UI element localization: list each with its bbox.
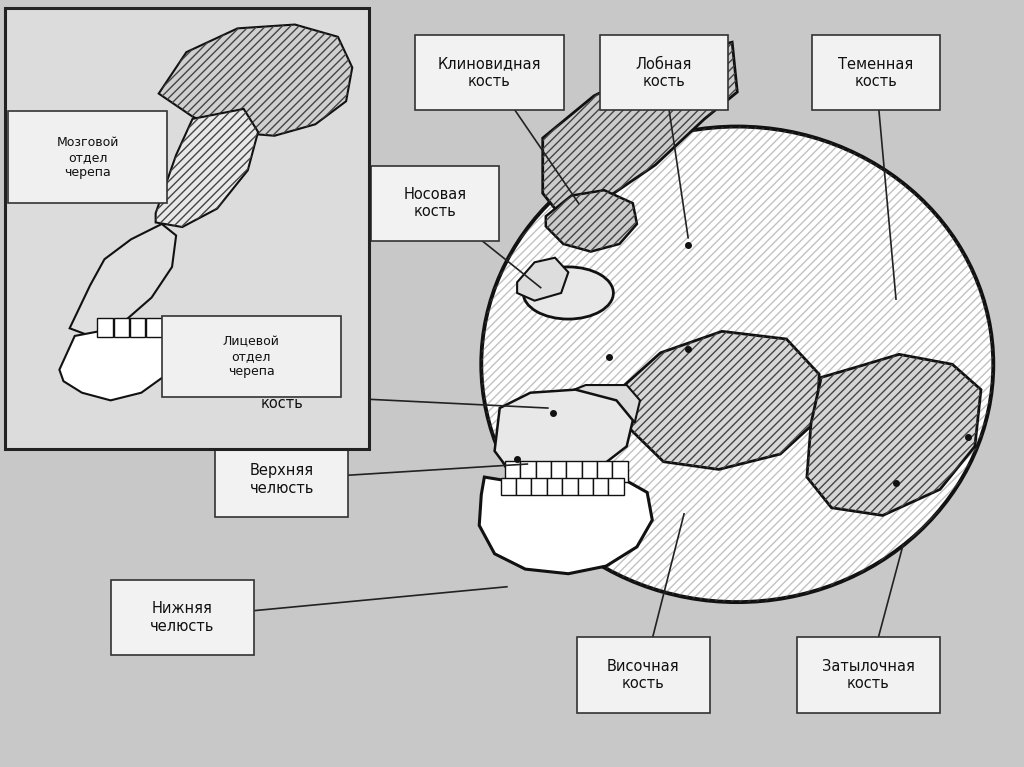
FancyBboxPatch shape xyxy=(111,580,254,655)
Ellipse shape xyxy=(481,127,993,602)
Ellipse shape xyxy=(523,267,613,319)
FancyBboxPatch shape xyxy=(114,318,129,337)
FancyBboxPatch shape xyxy=(551,461,566,482)
Polygon shape xyxy=(807,354,981,515)
FancyBboxPatch shape xyxy=(501,478,516,495)
FancyBboxPatch shape xyxy=(531,478,547,495)
Polygon shape xyxy=(156,109,258,227)
FancyBboxPatch shape xyxy=(578,478,593,495)
FancyBboxPatch shape xyxy=(562,478,578,495)
FancyBboxPatch shape xyxy=(566,461,582,482)
Polygon shape xyxy=(543,42,737,216)
FancyBboxPatch shape xyxy=(146,318,162,337)
FancyBboxPatch shape xyxy=(600,35,727,110)
FancyBboxPatch shape xyxy=(547,478,562,495)
Text: Мозговой
отдел
черепа: Мозговой отдел черепа xyxy=(56,136,119,179)
Text: Носовая
кость: Носовая кость xyxy=(403,187,467,219)
Polygon shape xyxy=(479,477,652,574)
Polygon shape xyxy=(495,390,633,482)
FancyBboxPatch shape xyxy=(516,478,531,495)
FancyBboxPatch shape xyxy=(536,461,551,482)
FancyBboxPatch shape xyxy=(811,35,940,110)
Text: Клиновидная
кость: Клиновидная кость xyxy=(437,57,542,89)
Polygon shape xyxy=(553,385,640,432)
FancyBboxPatch shape xyxy=(130,318,145,337)
Polygon shape xyxy=(625,331,819,469)
FancyBboxPatch shape xyxy=(97,318,113,337)
Text: Теменная
кость: Теменная кость xyxy=(838,57,913,89)
FancyBboxPatch shape xyxy=(612,461,628,482)
FancyBboxPatch shape xyxy=(162,316,341,397)
FancyBboxPatch shape xyxy=(215,442,348,517)
Polygon shape xyxy=(70,224,176,336)
Polygon shape xyxy=(159,25,352,136)
Polygon shape xyxy=(546,190,637,252)
FancyBboxPatch shape xyxy=(8,111,167,203)
Polygon shape xyxy=(517,258,568,301)
FancyBboxPatch shape xyxy=(597,461,612,482)
Polygon shape xyxy=(59,325,177,400)
FancyBboxPatch shape xyxy=(582,461,597,482)
Text: Височная
кость: Височная кость xyxy=(607,659,679,691)
Text: Затылочная
кость: Затылочная кость xyxy=(822,659,914,691)
FancyBboxPatch shape xyxy=(520,461,536,482)
Text: Скуловая
кость: Скуловая кость xyxy=(246,379,317,411)
Text: Верхняя
челюсть: Верхняя челюсть xyxy=(250,463,313,495)
FancyBboxPatch shape xyxy=(505,461,520,482)
FancyBboxPatch shape xyxy=(416,35,563,110)
FancyBboxPatch shape xyxy=(577,637,710,713)
FancyBboxPatch shape xyxy=(215,357,348,433)
FancyBboxPatch shape xyxy=(797,637,940,713)
FancyBboxPatch shape xyxy=(608,478,624,495)
FancyBboxPatch shape xyxy=(5,8,369,449)
FancyBboxPatch shape xyxy=(593,478,608,495)
FancyBboxPatch shape xyxy=(371,166,500,241)
Text: Нижняя
челюсть: Нижняя челюсть xyxy=(151,601,214,634)
Text: Лобная
кость: Лобная кость xyxy=(635,57,692,89)
Text: Лицевой
отдел
черепа: Лицевой отдел черепа xyxy=(223,335,280,378)
